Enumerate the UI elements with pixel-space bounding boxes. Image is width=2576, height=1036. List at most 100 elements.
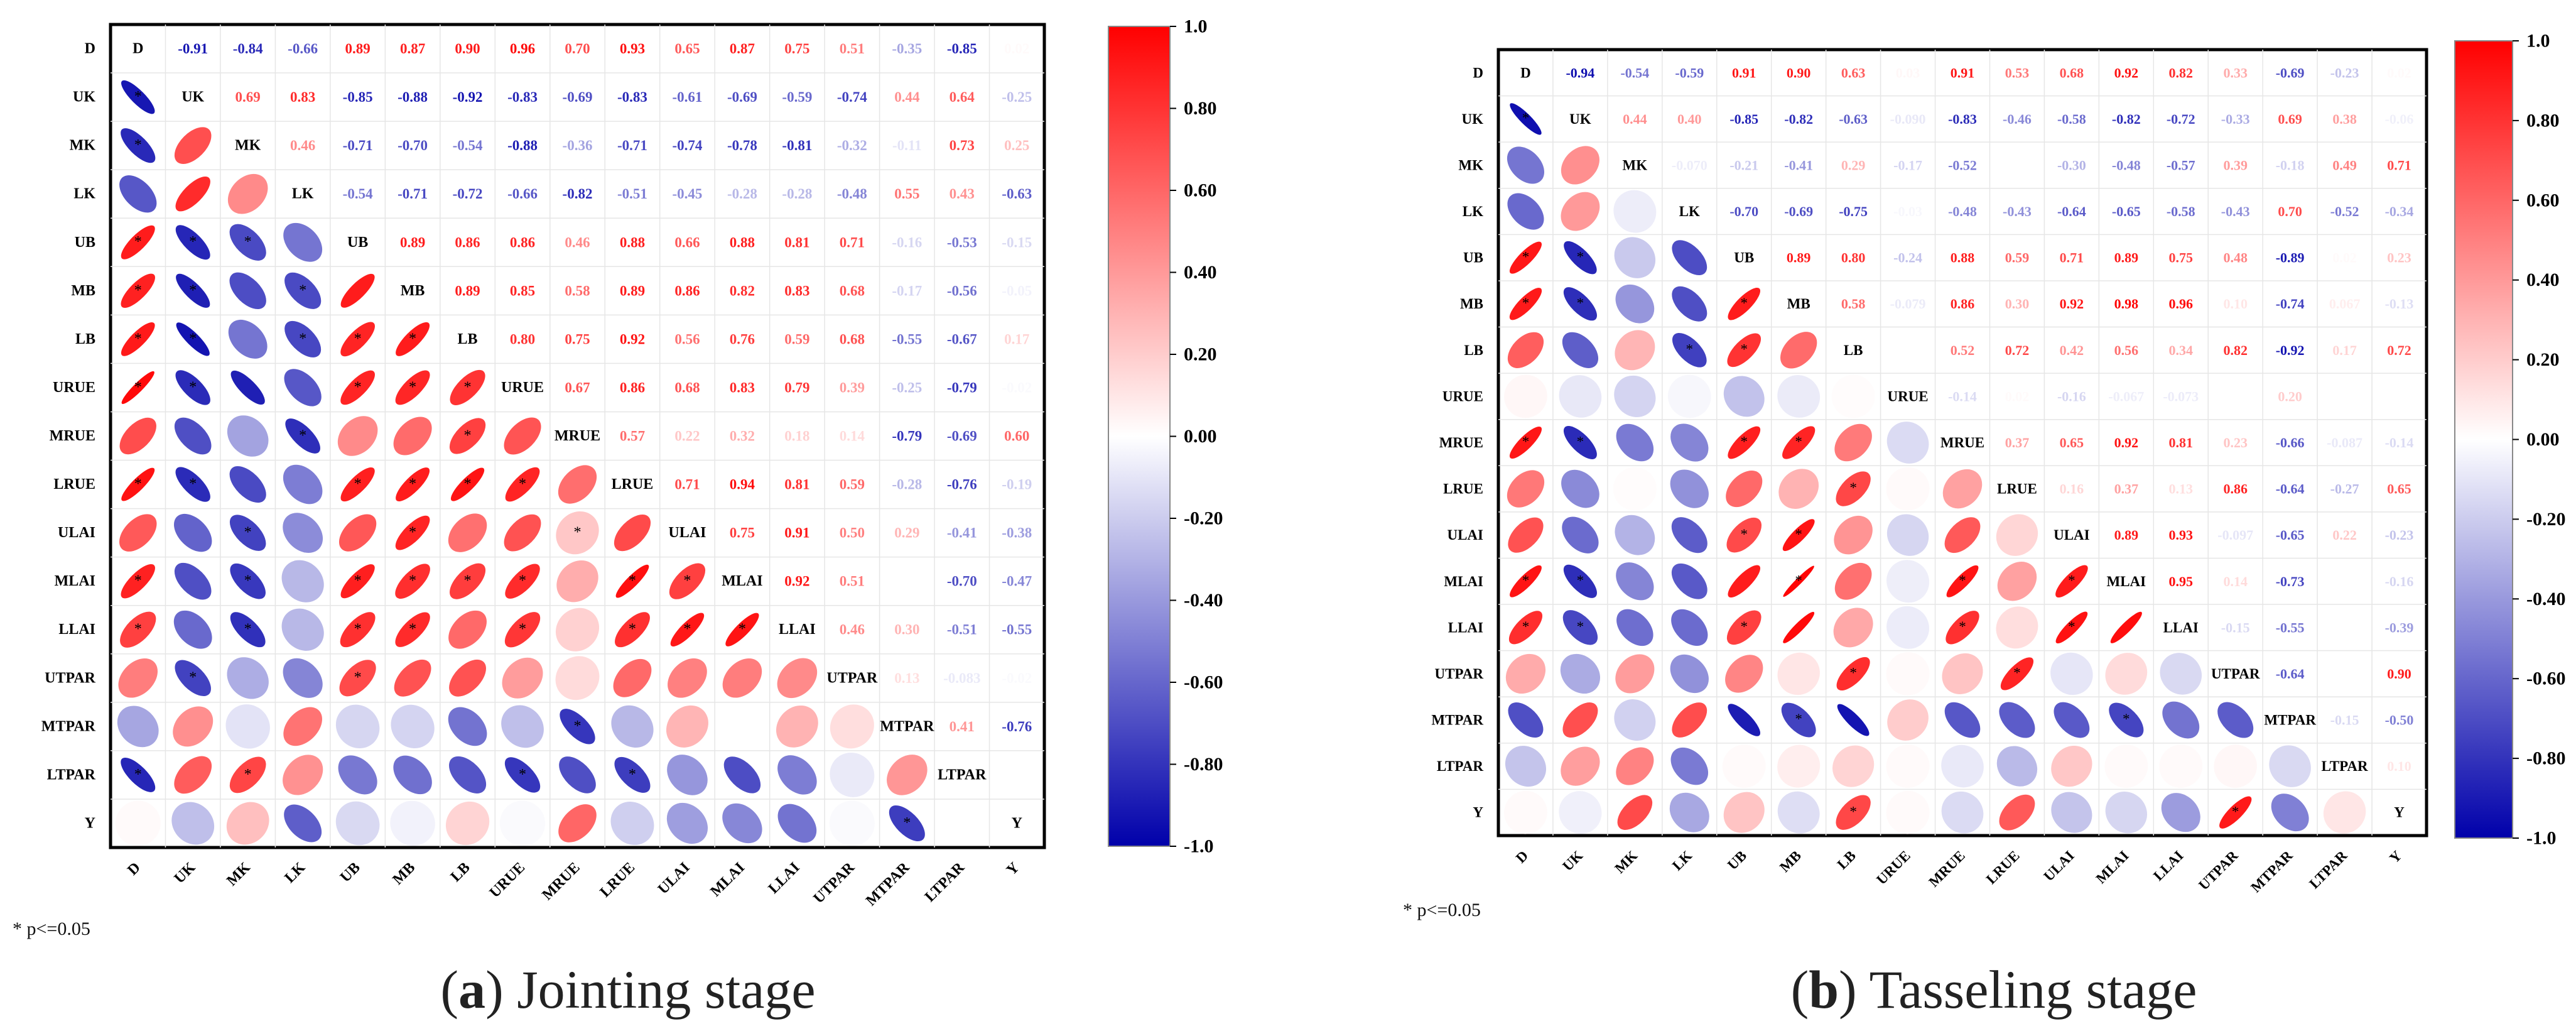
correlation-value: 0.02 [2387, 65, 2411, 80]
colorbar-tick-label: 0.00 [2526, 429, 2560, 450]
y-tick-label-mb: MB [71, 283, 95, 299]
correlation-ellipse [829, 800, 875, 846]
correlation-value: 0.02 [2005, 388, 2030, 404]
y-tick-label-utpar: UTPAR [1434, 666, 1483, 682]
correlation-ellipse [283, 222, 323, 262]
correlation-value: -0.92 [453, 89, 483, 105]
significance-star: * [1686, 341, 1694, 357]
correlation-value: -0.74 [672, 138, 702, 153]
correlation-value: -0.13 [2385, 296, 2414, 312]
colorbar-tick-label: 0.60 [2526, 190, 2560, 210]
correlation-value: 0.20 [2278, 388, 2302, 404]
colorbar-tick-label: -0.40 [2526, 589, 2566, 609]
significance-star: * [1849, 479, 1857, 496]
correlation-ellipse [283, 658, 323, 698]
significance-star: * [299, 281, 306, 298]
correlation-value: 0.75 [784, 41, 809, 57]
correlation-ellipse [1723, 792, 1765, 833]
x-tick-label-mlai: MLAI [708, 859, 749, 900]
significance-star: * [1577, 572, 1584, 588]
correlation-ellipse [1726, 517, 1762, 553]
diagonal-label-lk: LK [292, 186, 314, 202]
correlation-value: -0.74 [2276, 296, 2305, 312]
x-tick-label-uk: UK [1559, 848, 1586, 874]
correlation-ellipse [558, 465, 597, 504]
significance-star: * [134, 281, 142, 298]
correlation-ellipse [394, 659, 431, 697]
y-tick-label-lk: LK [1463, 204, 1483, 219]
correlation-ellipse [1783, 611, 1815, 643]
colorbar [1108, 26, 1171, 847]
correlation-value: -0.61 [672, 89, 702, 105]
correlation-ellipse [723, 756, 761, 793]
colorbar-tick-label: 1.0 [1184, 16, 1208, 37]
correlation-value: 0.91 [1732, 65, 1756, 80]
correlation-value: -0.24 [1893, 250, 1922, 266]
correlation-value: -0.75 [1839, 204, 1868, 219]
correlation-ellipse [1671, 563, 1707, 599]
correlation-ellipse [1615, 515, 1655, 555]
correlation-ellipse [174, 513, 212, 552]
correlation-ellipse [1563, 426, 1597, 459]
correlation-value: 0.37 [2005, 435, 2030, 450]
x-tick-label-mb: MB [390, 859, 419, 888]
correlation-value: -0.25 [1002, 89, 1032, 105]
correlation-value: 0.91 [1951, 65, 1975, 80]
diagonal-label-utpar: UTPAR [2211, 666, 2260, 682]
correlation-value: -0.71 [398, 186, 428, 202]
correlation-ellipse [502, 657, 543, 699]
correlation-value: 0.92 [620, 331, 645, 347]
correlation-ellipse [284, 369, 322, 406]
correlation-value: 0.73 [950, 138, 975, 153]
correlation-ellipse [121, 757, 156, 792]
correlation-ellipse [1942, 653, 1983, 694]
correlation-ellipse [449, 659, 486, 697]
correlation-ellipse [1505, 746, 1547, 787]
correlation-ellipse [284, 272, 322, 309]
diagonal-label-ub: UB [1734, 250, 1754, 266]
correlation-value: 0.80 [510, 331, 535, 347]
y-tick-label-uk: UK [73, 89, 95, 106]
correlation-ellipse [1944, 517, 1981, 553]
correlation-ellipse [666, 705, 708, 748]
correlation-ellipse [2105, 653, 2148, 695]
correlation-value: -0.58 [2167, 204, 2195, 219]
correlation-ellipse [1886, 467, 1930, 511]
diagonal-label-ltpar: LTPAR [2322, 758, 2369, 774]
y-tick-label-lrue: LRUE [1443, 481, 1483, 497]
correlation-value: -0.087 [2327, 435, 2362, 450]
correlation-value: 0.86 [2223, 481, 2248, 497]
correlation-value: -0.73 [2276, 574, 2305, 589]
correlation-ellipse [1505, 653, 1546, 694]
diagonal-label-llai: LLAI [2163, 619, 2199, 635]
correlation-value: 0.57 [620, 428, 645, 444]
correlation-ellipse [1783, 565, 1814, 597]
x-tick-label-d: D [124, 859, 144, 879]
correlation-ellipse [285, 418, 320, 454]
correlation-ellipse [1672, 332, 1707, 368]
correlation-value: -0.47 [1002, 574, 1032, 589]
correlation-ellipse [230, 563, 266, 599]
correlation-value: 0.86 [1951, 296, 1975, 312]
correlation-value: -0.94 [1566, 65, 1594, 80]
correlation-value: -0.067 [2108, 388, 2144, 404]
correlation-ellipse [2271, 793, 2309, 832]
correlation-value: 0.34 [2169, 342, 2194, 358]
correlation-value: -0.23 [2385, 527, 2414, 543]
correlation-ellipse [450, 467, 485, 501]
correlation-ellipse [175, 660, 211, 697]
correlation-value: 0.64 [950, 89, 975, 105]
significance-star: * [134, 572, 142, 589]
correlation-ellipse [174, 756, 212, 794]
x-tick-label-y: Y [1004, 859, 1023, 879]
correlation-value: 0.88 [1951, 250, 1975, 266]
correlation-ellipse [175, 370, 210, 405]
colorbar-tick-label: 0.80 [1184, 98, 1217, 119]
significance-star: * [1522, 572, 1530, 588]
correlation-value: 0.71 [2387, 157, 2411, 173]
correlation-ellipse [175, 225, 210, 260]
correlation-value: 0.70 [565, 41, 590, 57]
x-tick-label-y: Y [2386, 848, 2405, 866]
correlation-ellipse [176, 322, 210, 356]
correlation-ellipse [555, 608, 600, 652]
